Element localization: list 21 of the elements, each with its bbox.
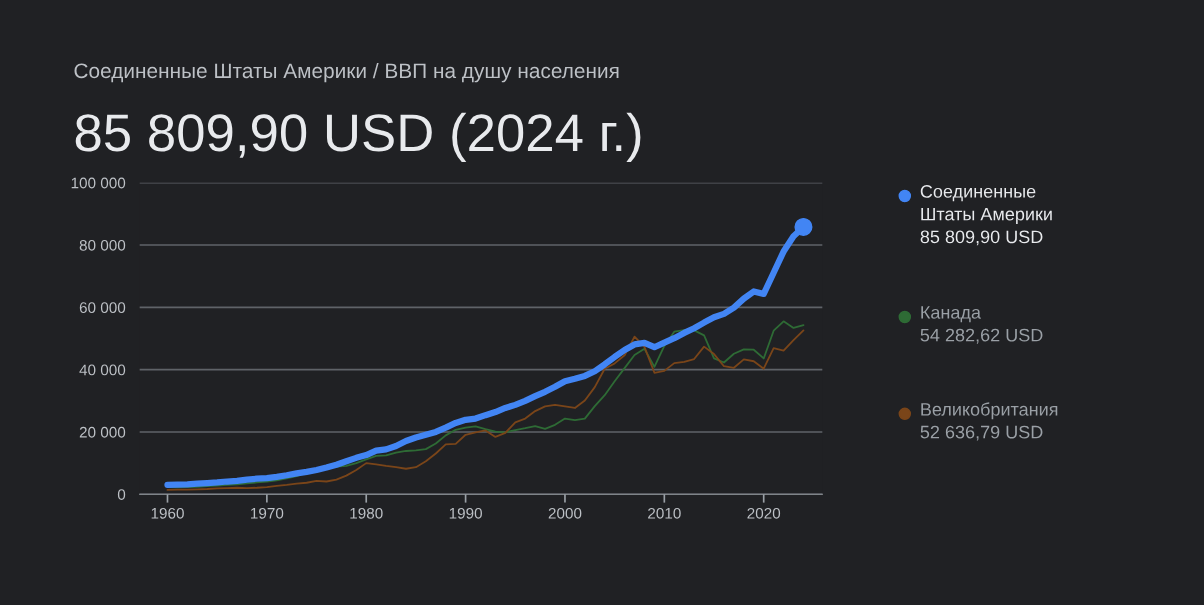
- x-tick-label: 1980: [350, 507, 383, 519]
- legend-label: Великобритания: [921, 402, 1058, 420]
- text: 54 282,62 USD: [920, 328, 1043, 344]
- x-tick-label: 1970: [251, 507, 284, 519]
- x-tick-label: 1960: [151, 507, 184, 519]
- x-tick-label: 2020: [747, 507, 781, 519]
- text: 52 636,79 USD: [920, 425, 1043, 441]
- x-tick-label: 2000: [548, 507, 582, 519]
- y-tick-label: 80 000: [79, 239, 126, 251]
- chart-title: Соединенные Штаты Америки / ВВП на душу населения: [74, 62, 619, 83]
- y-tick-label: 60 000: [79, 302, 126, 314]
- legend-label: Соединенные Штаты Америки: [920, 185, 1052, 225]
- y-tick-label: 40 000: [79, 364, 126, 376]
- legend-label: Канада: [921, 306, 981, 323]
- y-tick-label: 100 000: [71, 177, 126, 189]
- y-tick-label: 0: [117, 489, 126, 500]
- chart-subtitle: 85 809,90 USD (2024 г.): [75, 112, 641, 162]
- x-tick-label: 1990: [449, 507, 482, 519]
- x-tick-label: 2010: [648, 507, 681, 519]
- y-tick-label: 20 000: [79, 426, 126, 438]
- text: 85 809,90 USD: [920, 230, 1043, 246]
